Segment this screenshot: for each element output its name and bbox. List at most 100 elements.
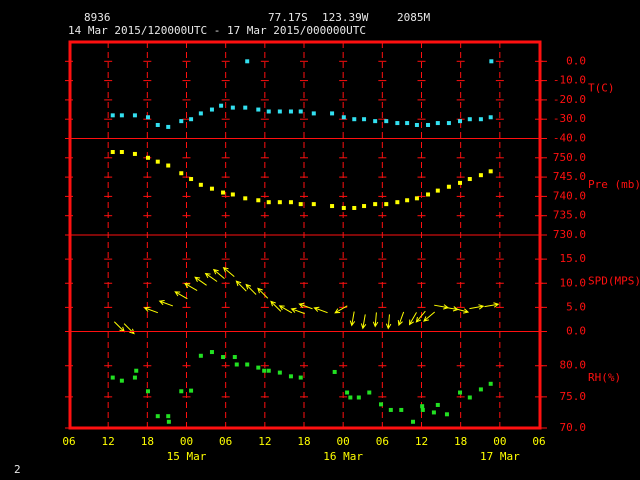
data-point: [446, 121, 451, 126]
date-label: 16 Mar: [323, 450, 363, 463]
data-point: [209, 350, 214, 355]
data-point: [266, 200, 271, 205]
data-point: [145, 115, 150, 120]
data-point: [446, 184, 451, 189]
y-tick-label: 70.0: [560, 421, 587, 434]
data-point: [458, 119, 463, 124]
x-tick-label: 18: [454, 435, 467, 448]
wind-arrow: [245, 283, 257, 295]
data-point: [155, 159, 160, 164]
data-point: [262, 368, 267, 373]
data-point: [288, 109, 293, 114]
wind-arrow: [298, 302, 313, 310]
y-tick-label: 745.0: [553, 170, 586, 183]
wind-arrow: [469, 304, 485, 310]
data-point: [435, 121, 440, 126]
data-point: [277, 370, 282, 375]
data-point: [166, 419, 171, 424]
data-point: [166, 124, 171, 129]
page-number: 2: [14, 463, 21, 476]
data-point: [119, 378, 124, 383]
data-point: [352, 205, 357, 210]
wind-arrow: [397, 311, 405, 327]
data-point: [488, 169, 493, 174]
data-point: [221, 355, 226, 360]
data-point: [198, 353, 203, 358]
wind-arrow: [194, 276, 207, 286]
wind-arrow: [270, 300, 282, 312]
data-point: [411, 419, 416, 424]
data-point: [243, 196, 248, 201]
wind-arrow: [212, 268, 225, 279]
wind-arrow: [360, 314, 367, 330]
data-point: [395, 121, 400, 126]
data-point: [330, 204, 335, 209]
data-point: [458, 180, 463, 185]
data-point: [420, 404, 425, 409]
x-tick-label: 00: [180, 435, 193, 448]
wind-arrow: [204, 272, 218, 282]
period: 14 Mar 2015/120000UTC - 17 Mar 2015/0000…: [68, 24, 366, 37]
data-point: [298, 202, 303, 207]
y-tick-label: 740.0: [553, 189, 586, 202]
x-tick-label: 18: [141, 435, 154, 448]
data-point: [179, 119, 184, 124]
wind-arrow: [484, 302, 500, 308]
data-point: [256, 365, 261, 370]
data-point: [367, 390, 372, 395]
data-point: [189, 388, 194, 393]
data-point: [330, 111, 335, 116]
data-point: [110, 113, 115, 118]
data-point: [488, 381, 493, 386]
data-point: [356, 395, 361, 400]
wind-arrow: [158, 300, 174, 307]
data-point: [373, 119, 378, 124]
x-tick-label: 00: [337, 435, 350, 448]
data-point: [426, 192, 431, 197]
data-point: [110, 150, 115, 155]
panel-label: Pre (mb): [588, 178, 640, 191]
data-point: [155, 122, 160, 127]
x-tick-label: 12: [102, 435, 115, 448]
data-point: [298, 109, 303, 114]
data-point: [488, 115, 493, 120]
data-point: [266, 109, 271, 114]
latitude: 77.17S: [268, 11, 308, 24]
data-point: [256, 107, 261, 112]
y-tick-label: 750.0: [553, 151, 586, 164]
y-tick-label: -30.0: [553, 112, 586, 125]
y-tick-label: 0.0: [566, 54, 586, 67]
data-point: [405, 121, 410, 126]
data-point: [230, 192, 235, 197]
data-point: [444, 412, 449, 417]
data-point: [341, 205, 346, 210]
wind-arrow: [434, 304, 450, 310]
data-point: [431, 410, 436, 415]
data-point: [414, 196, 419, 201]
data-point: [145, 155, 150, 160]
y-tick-label: -20.0: [553, 93, 586, 106]
data-point: [388, 407, 393, 412]
wind-arrow: [334, 305, 348, 314]
data-point: [198, 111, 203, 116]
date-label: 15 Mar: [167, 450, 207, 463]
x-tick-label: 06: [376, 435, 389, 448]
data-point: [478, 173, 483, 178]
data-point: [266, 368, 271, 373]
data-point: [288, 200, 293, 205]
data-point: [209, 107, 214, 112]
data-point: [362, 117, 367, 122]
data-point: [119, 150, 124, 155]
data-point: [166, 163, 171, 168]
x-tick-label: 18: [297, 435, 310, 448]
wind-arrow: [113, 321, 125, 333]
wind-arrow: [123, 323, 135, 335]
elevation: 2085M: [397, 11, 430, 24]
wind-arrow: [385, 314, 392, 330]
data-point: [145, 389, 150, 394]
data-point: [189, 117, 194, 122]
data-point: [435, 188, 440, 193]
data-point: [478, 117, 483, 122]
